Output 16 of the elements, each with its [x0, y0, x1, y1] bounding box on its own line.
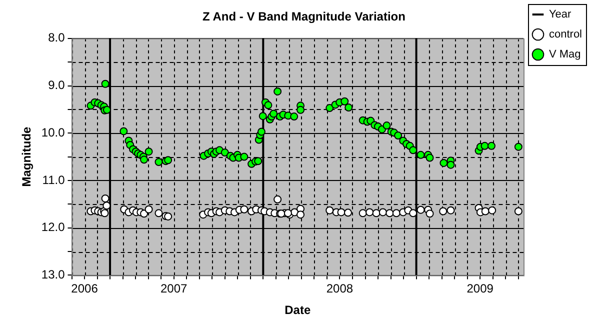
x-tick-label: 2008 — [326, 282, 354, 296]
y-tick-label: 11.0 — [42, 172, 66, 187]
y-tick-label: 8.0 — [48, 30, 66, 45]
y-tick-label: 12.0 — [41, 220, 66, 234]
legend-label: control — [548, 28, 582, 41]
x-axis-title: Date — [284, 303, 311, 318]
x-tick-label: 2009 — [466, 282, 494, 296]
y-axis-title: Magnitude — [20, 126, 34, 187]
y-tick-label: 13.0 — [41, 268, 66, 282]
chart-title: Z And - V Band Magnitude Variation — [202, 10, 406, 24]
y-tick-label: 10.0 — [41, 125, 66, 140]
legend-label: V Mag — [548, 48, 581, 61]
x-tick-label: 2007 — [160, 282, 188, 296]
y-tick-label: 9.0 — [48, 78, 66, 92]
x-tick-label: 2006 — [71, 282, 98, 296]
legend-label: Year — [548, 8, 572, 21]
